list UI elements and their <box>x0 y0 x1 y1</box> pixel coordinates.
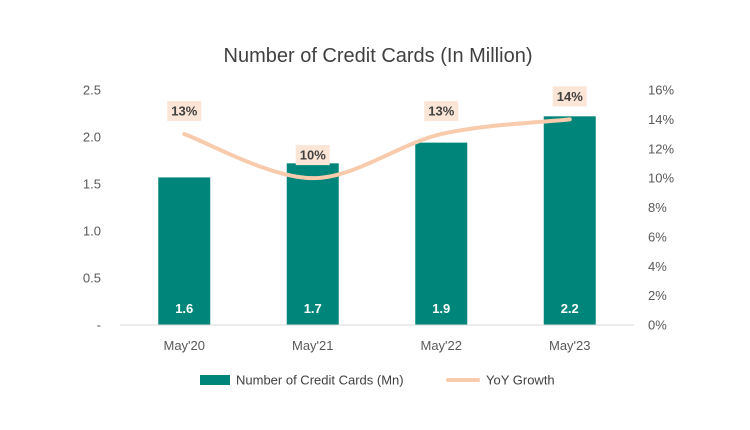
bar <box>158 177 211 325</box>
left-axis-tick-label: 1.0 <box>83 224 101 239</box>
right-axis-tick-label: 10% <box>648 171 674 186</box>
bar-data-label: 1.9 <box>432 301 450 316</box>
bar <box>543 116 596 325</box>
line-label-background <box>552 86 587 107</box>
line-series: 13% 10% 13% 14% <box>167 86 587 181</box>
line-label-background <box>295 145 330 166</box>
x-axis: May'20 May'21 May'22 May'23 <box>163 338 590 353</box>
right-axis-tick-label: 16% <box>648 83 674 98</box>
line-label-background <box>424 101 459 122</box>
yoy-growth-line <box>182 117 572 181</box>
x-axis-tick-label: May'20 <box>163 338 205 353</box>
legend-bar-label: Number of Credit Cards (Mn) <box>236 373 404 388</box>
bar-data-label: 1.6 <box>175 301 193 316</box>
left-axis-tick-label: 2.5 <box>83 83 101 98</box>
bar-data-label: 1.7 <box>304 301 322 316</box>
right-axis: 0% 2% 4% 6% 8% 10% 12% 14% 16% <box>648 83 674 333</box>
bar <box>415 142 468 325</box>
right-axis-tick-label: 2% <box>648 288 667 303</box>
x-axis-tick-label: May'21 <box>292 338 334 353</box>
x-axis-tick-label: May'22 <box>420 338 462 353</box>
left-axis-tick-label: 2.0 <box>83 130 101 145</box>
line-label-background <box>167 101 202 122</box>
legend: Number of Credit Cards (Mn) YoY Growth <box>200 373 555 388</box>
left-axis-tick-label: 0.5 <box>83 271 101 286</box>
bar <box>286 163 339 325</box>
left-axis-tick-label: 1.5 <box>83 177 101 192</box>
right-axis-tick-label: 14% <box>648 112 674 127</box>
chart-title: Number of Credit Cards (In Million) <box>224 45 533 67</box>
x-axis-tick-label: May'23 <box>549 338 591 353</box>
line-data-label: 13% <box>428 104 454 119</box>
right-axis-tick-label: 6% <box>648 229 667 244</box>
line-data-label: 14% <box>557 89 583 104</box>
legend-bar-swatch <box>200 375 230 385</box>
left-axis: - 0.5 1.0 1.5 2.0 2.5 <box>83 83 101 333</box>
bar-data-label: 2.2 <box>561 301 579 316</box>
bar-series: 1.6 1.7 1.9 2.2 <box>158 116 596 325</box>
right-axis-tick-label: 4% <box>648 259 667 274</box>
legend-line-label: YoY Growth <box>486 373 555 388</box>
right-axis-tick-label: 12% <box>648 141 674 156</box>
right-axis-tick-label: 8% <box>648 200 667 215</box>
left-axis-tick-label: - <box>97 318 101 333</box>
line-data-label: 13% <box>171 104 197 119</box>
line-data-label: 10% <box>300 148 326 163</box>
right-axis-tick-label: 0% <box>648 318 667 333</box>
